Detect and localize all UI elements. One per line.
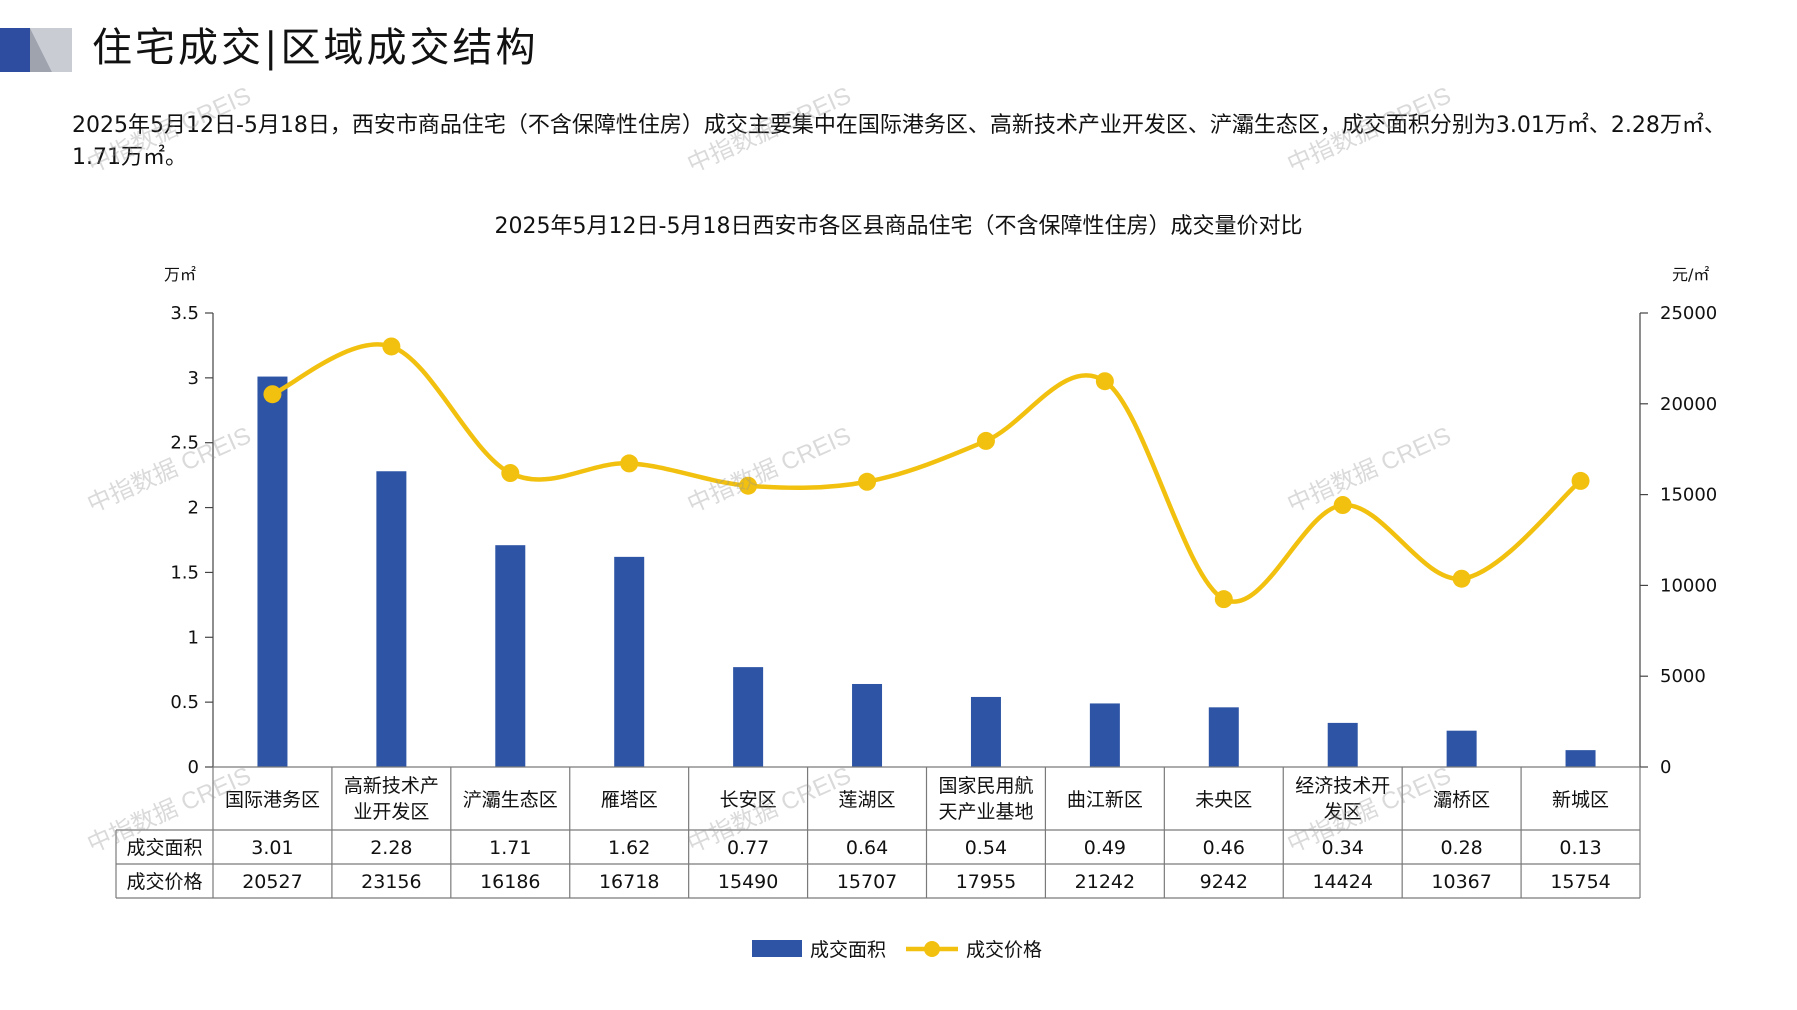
summary-text: 2025年5月12日-5月18日，西安市商品住宅（不含保障性住房）成交主要集中在…: [72, 113, 1726, 170]
bar-area: [257, 376, 288, 767]
category-label: 国际港务区: [225, 789, 320, 811]
price-value-label: 10367: [1431, 871, 1491, 893]
price-point: [620, 454, 639, 473]
y-left-tick-label: 2.5: [170, 433, 199, 454]
price-point: [501, 464, 520, 483]
category-label: 曲江新区: [1067, 789, 1143, 811]
area-value-label: 3.01: [251, 837, 293, 859]
y-left-tick-label: 2: [188, 498, 199, 519]
bar-area: [852, 683, 883, 767]
y-right-tick-label: 10000: [1660, 575, 1717, 596]
y-left-tick-label: 1.5: [170, 562, 199, 583]
page-title: 住宅成交|区域成交结构: [92, 25, 539, 71]
price-value-label: 15754: [1550, 871, 1610, 893]
y-left-tick-label: 3.5: [170, 303, 199, 324]
bar-area: [1565, 750, 1596, 767]
category-label: 未央区: [1195, 789, 1252, 811]
y-right-unit-label: 元/㎡: [1672, 265, 1709, 284]
area-value-label: 0.46: [1203, 837, 1245, 859]
price-point: [1095, 372, 1114, 391]
price-point: [739, 476, 758, 495]
y-left-tick-label: 3: [188, 368, 199, 389]
bar-area: [970, 696, 1001, 767]
area-value-label: 0.49: [1084, 837, 1126, 859]
bar-area: [495, 545, 526, 767]
area-value-label: 0.77: [727, 837, 769, 859]
category-label: 高新技术产: [344, 775, 439, 797]
area-value-label: 2.28: [370, 837, 412, 859]
y-left-tick-label: 0: [188, 757, 199, 778]
category-label: 发区: [1324, 801, 1362, 823]
category-label: 浐灞生态区: [463, 789, 558, 811]
area-value-label: 1.62: [608, 837, 650, 859]
y-left-unit-label: 万㎡: [164, 265, 196, 284]
category-label: 新城区: [1552, 789, 1609, 811]
price-point: [858, 472, 877, 491]
bar-area: [733, 667, 764, 767]
area-value-label: 0.34: [1322, 837, 1364, 859]
y-right-tick-label: 25000: [1660, 303, 1717, 324]
bar-area: [1327, 722, 1358, 767]
chart-title: 2025年5月12日-5月18日西安市各区县商品住宅（不含保障性住房）成交量价对…: [494, 214, 1303, 239]
y-left-tick-label: 1: [188, 627, 199, 648]
price-value-label: 9242: [1200, 871, 1248, 893]
bar-area: [1089, 703, 1120, 767]
price-point: [382, 337, 401, 356]
area-value-label: 0.54: [965, 837, 1007, 859]
legend-bar-label: 成交面积: [810, 939, 886, 961]
price-value-label: 15707: [837, 871, 897, 893]
price-point: [1214, 590, 1233, 609]
price-value-label: 16718: [599, 871, 659, 893]
y-right-tick-label: 5000: [1660, 666, 1706, 687]
category-label: 业开发区: [353, 801, 429, 823]
y-right-tick-label: 20000: [1660, 394, 1717, 415]
area-value-label: 0.64: [846, 837, 888, 859]
row-header-area: 成交面积: [126, 837, 202, 859]
legend-line-marker: [924, 941, 940, 957]
area-value-label: 0.13: [1559, 837, 1601, 859]
bar-area: [1208, 707, 1239, 767]
y-right-tick-label: 0: [1660, 757, 1671, 778]
y-left-tick-label: 0.5: [170, 692, 199, 713]
price-value-label: 16186: [480, 871, 540, 893]
price-value-label: 17955: [956, 871, 1016, 893]
price-point: [263, 385, 282, 404]
category-label: 莲湖区: [839, 789, 896, 811]
legend-bar-swatch: [752, 940, 802, 957]
bar-area: [614, 556, 645, 767]
price-point: [1333, 496, 1352, 515]
category-label: 国家民用航: [938, 775, 1033, 797]
bar-area: [1446, 730, 1477, 767]
price-point: [1452, 569, 1471, 588]
price-value-label: 23156: [361, 871, 421, 893]
price-value-label: 15490: [718, 871, 778, 893]
price-point: [1571, 471, 1590, 490]
category-label: 长安区: [720, 789, 777, 811]
category-label: 雁塔区: [601, 789, 658, 811]
legend-line-label: 成交价格: [966, 939, 1042, 961]
price-value-label: 21242: [1075, 871, 1135, 893]
header-logo-icon: [0, 28, 72, 72]
area-value-label: 1.71: [489, 837, 531, 859]
bar-area: [376, 471, 407, 767]
price-value-label: 20527: [242, 871, 302, 893]
price-point: [976, 431, 995, 450]
row-header-price: 成交价格: [126, 871, 202, 893]
y-right-tick-label: 15000: [1660, 485, 1717, 506]
area-value-label: 0.28: [1440, 837, 1482, 859]
price-value-label: 14424: [1312, 871, 1372, 893]
category-label: 灞桥区: [1433, 789, 1490, 811]
price-line: [271, 342, 1582, 604]
category-label: 天产业基地: [938, 801, 1033, 823]
category-label: 经济技术开: [1295, 775, 1390, 797]
